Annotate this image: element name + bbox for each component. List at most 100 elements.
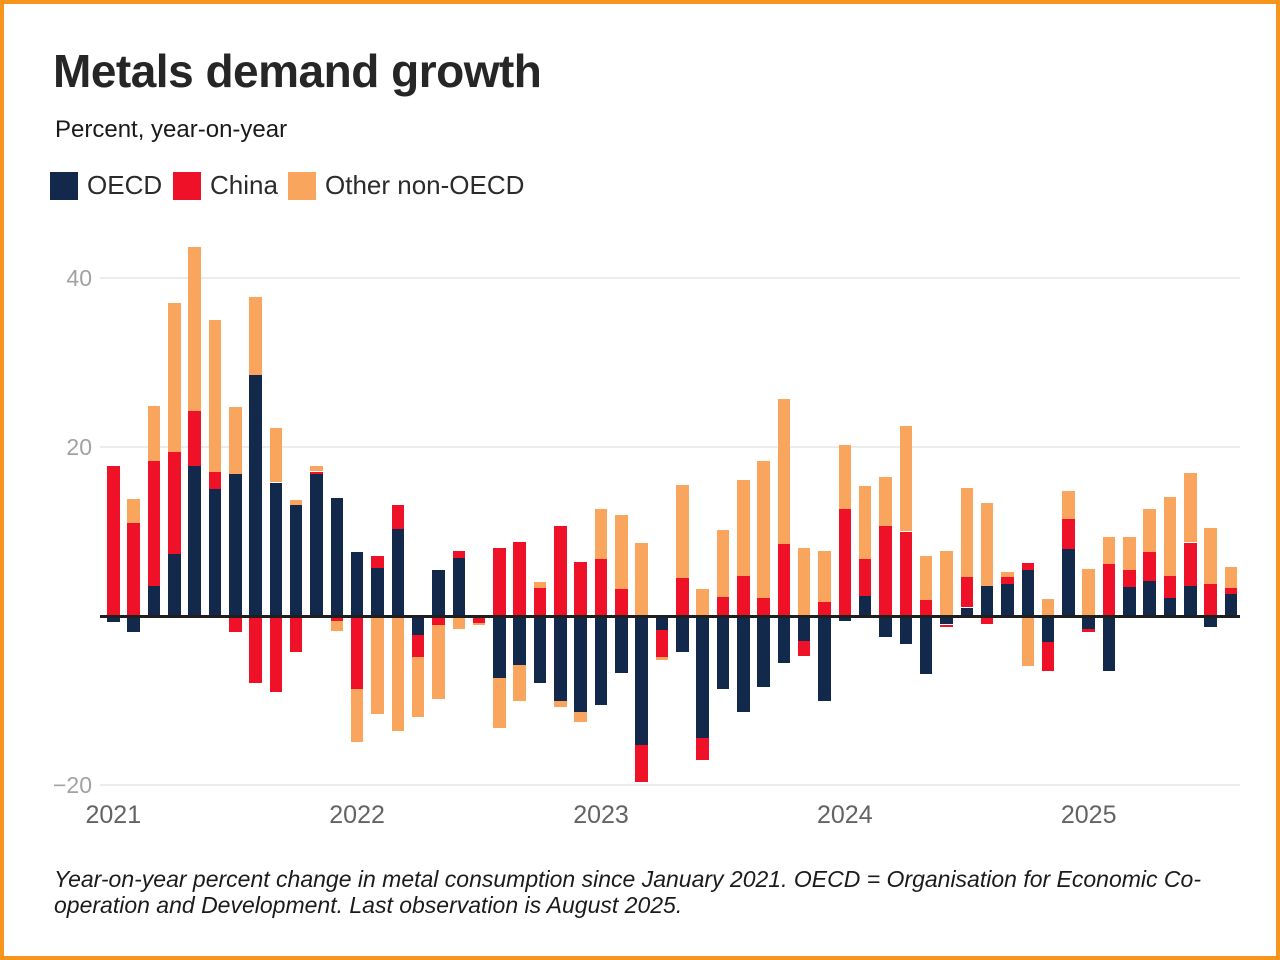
bar-segment <box>1123 587 1136 616</box>
bar-segment <box>452 557 465 616</box>
bar-segment <box>1143 581 1156 616</box>
bar-segment <box>940 616 953 625</box>
bar-segment <box>676 485 689 578</box>
bar-segment <box>899 531 912 616</box>
bar-segment <box>1041 616 1055 643</box>
bar-segment <box>960 487 973 578</box>
bar-segment <box>391 616 404 731</box>
bar-segment <box>1123 570 1136 588</box>
bar-segment <box>513 616 526 665</box>
bar-segment <box>208 472 222 490</box>
bar-segment <box>330 621 344 632</box>
legend-label: Other non-OECD <box>325 170 525 200</box>
bar-segment <box>696 616 709 738</box>
bar-segment <box>411 616 425 636</box>
bar-segment <box>797 616 811 642</box>
bar-segment <box>1204 528 1217 584</box>
bar-segment <box>289 505 303 616</box>
y-tick-label: −20 <box>52 772 92 798</box>
bar-segment <box>310 466 323 472</box>
bar-segment <box>1184 473 1197 543</box>
bar-segment <box>350 551 364 616</box>
y-tick-label: 20 <box>66 434 92 460</box>
bar-segment <box>1143 508 1156 552</box>
grid-line <box>100 277 1240 279</box>
other-non-oecd-swatch-icon <box>288 171 316 200</box>
bar-segment <box>1163 496 1177 577</box>
bar-segment <box>777 398 791 545</box>
bar-segment <box>1204 583 1217 616</box>
bar-segment <box>838 508 852 616</box>
bar-segment <box>168 302 181 453</box>
bar-segment <box>107 616 120 622</box>
oecd-swatch-icon <box>50 171 78 200</box>
bar-segment <box>371 616 384 714</box>
bar-segment <box>818 550 831 602</box>
bar-segment <box>879 526 892 616</box>
bar-segment <box>777 544 791 616</box>
bar-segment <box>797 548 811 616</box>
bar-segment <box>858 595 872 616</box>
bar-segment <box>229 616 242 633</box>
bar-segment <box>1021 570 1034 616</box>
bar-segment <box>310 474 323 616</box>
bar-segment <box>168 452 181 555</box>
bar-segment <box>289 616 303 652</box>
bar-segment <box>676 578 689 616</box>
bar-segment <box>391 529 404 616</box>
bar-segment <box>493 616 506 678</box>
legend-item-other-non-oecd: Other non-OECD <box>288 170 524 201</box>
bar-segment <box>411 635 425 658</box>
bar-segment <box>310 471 323 474</box>
bar-segment <box>615 589 628 616</box>
bar-segment <box>635 543 648 616</box>
bar-segment <box>615 514 628 589</box>
bar-segment <box>635 745 648 782</box>
bar-segment <box>594 559 608 616</box>
bar-segment <box>1001 577 1014 584</box>
bar-segment <box>127 616 140 633</box>
bar-segment <box>940 550 953 616</box>
bar-segment <box>879 476 892 527</box>
bar-segment <box>533 616 547 683</box>
bar-segment <box>716 597 730 616</box>
bar-segment <box>919 616 933 675</box>
bar-segment <box>1163 576 1177 599</box>
bar-segment <box>919 556 933 600</box>
bar-segment <box>655 616 669 631</box>
bar-segment <box>1224 588 1238 594</box>
grid-line <box>100 446 1240 448</box>
bar-segment <box>1021 616 1034 666</box>
bar-segment <box>797 641 811 656</box>
bar-segment <box>269 427 283 483</box>
bar-segment <box>554 700 567 708</box>
bar-segment <box>1041 642 1055 671</box>
bar-segment <box>1062 549 1075 616</box>
bar-segment <box>493 547 506 616</box>
bar-segment <box>574 561 587 616</box>
bar-segment <box>960 577 973 608</box>
bar-segment <box>127 523 140 616</box>
bar-segment <box>879 616 892 638</box>
bar-segment <box>350 688 364 742</box>
bar-segment <box>168 554 181 616</box>
bar-segment <box>1041 599 1055 616</box>
bar-segment <box>472 616 486 623</box>
bar-segment <box>960 607 973 616</box>
bar-segment <box>229 407 242 475</box>
bar-segment <box>208 489 222 616</box>
bar-segment <box>1224 567 1238 589</box>
bar-segment <box>737 575 750 616</box>
bar-segment <box>330 616 344 622</box>
bar-segment <box>696 737 709 760</box>
bar-segment <box>980 616 994 625</box>
bar-segment <box>737 616 750 712</box>
bar-segment <box>1062 490 1075 519</box>
footnote-line-2: operation and Development. Last observat… <box>54 892 683 918</box>
bar-segment <box>818 601 831 616</box>
x-year-label: 2024 <box>816 801 873 829</box>
bar-segment <box>229 474 242 616</box>
bar-segment <box>1102 563 1116 616</box>
bar-segment <box>1204 616 1217 627</box>
bar-segment <box>249 375 262 616</box>
